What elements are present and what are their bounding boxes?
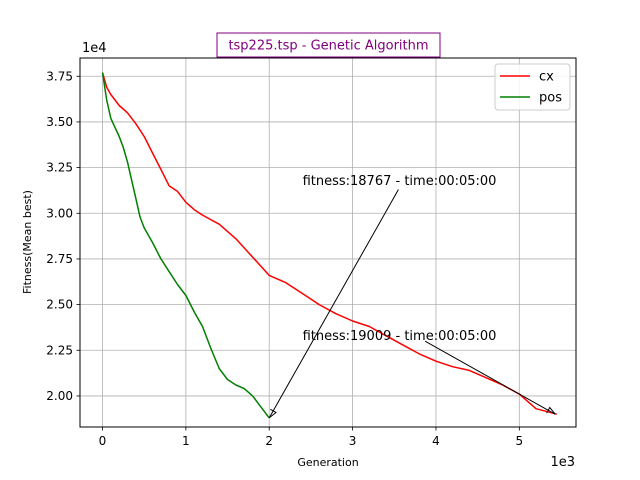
series-line-pos — [101, 72, 270, 419]
chart-title: tsp225.tsp - Genetic Algorithm — [228, 39, 428, 54]
y-tick-label: 3.00 — [46, 206, 73, 220]
y-tick-label: 2.75 — [46, 252, 73, 266]
annotation-arrow-line — [424, 340, 556, 415]
annotation-arrow-line — [268, 189, 399, 419]
annotation-label: fitness:19009 - time:00:05:00 — [303, 329, 497, 344]
x-tick-label: 4 — [432, 434, 440, 448]
y-tick-label: 3.75 — [46, 69, 73, 83]
series-line-cx — [101, 72, 557, 415]
annotation-arrow-head — [546, 406, 556, 415]
y-tick-label: 2.50 — [46, 298, 73, 312]
annotation-arrow-head — [268, 408, 277, 419]
x-axis-offset-label: 1e3 — [550, 455, 575, 470]
chart-title-box: tsp225.tsp - Genetic Algorithm — [216, 32, 441, 58]
annotation-label: fitness:18767 - time:00:05:00 — [303, 174, 497, 189]
x-tick-label: 5 — [515, 434, 523, 448]
y-tick-label: 3.50 — [46, 115, 73, 129]
x-tick-label: 2 — [265, 434, 273, 448]
legend-label-pos: pos — [539, 91, 562, 106]
grid — [80, 58, 576, 427]
legend: cx pos — [494, 63, 571, 111]
x-axis-label: Generation — [297, 456, 358, 469]
annotations: fitness:18767 - time:00:05:00 fitness:190… — [268, 174, 556, 419]
x-tick-label: 1 — [182, 434, 190, 448]
x-tick-label: 3 — [349, 434, 357, 448]
y-axis-label: Fitness(Mean best) — [21, 190, 34, 294]
y-tick-label: 2.00 — [46, 389, 73, 403]
y-axis-offset-label: 1e4 — [82, 41, 107, 56]
title-frame — [216, 32, 441, 58]
y-tick-label: 3.25 — [46, 161, 73, 175]
y-tick-label: 2.25 — [46, 343, 73, 357]
axis-ticks: 0 1 2 3 4 5 2.00 2.25 2.50 2.75 3.00 3.25 3.50 3.75 — [46, 69, 523, 448]
legend-label-cx: cx — [539, 70, 554, 85]
x-tick-label: 0 — [99, 434, 107, 448]
plot-area-frame — [79, 57, 577, 428]
series-lines — [101, 72, 557, 419]
